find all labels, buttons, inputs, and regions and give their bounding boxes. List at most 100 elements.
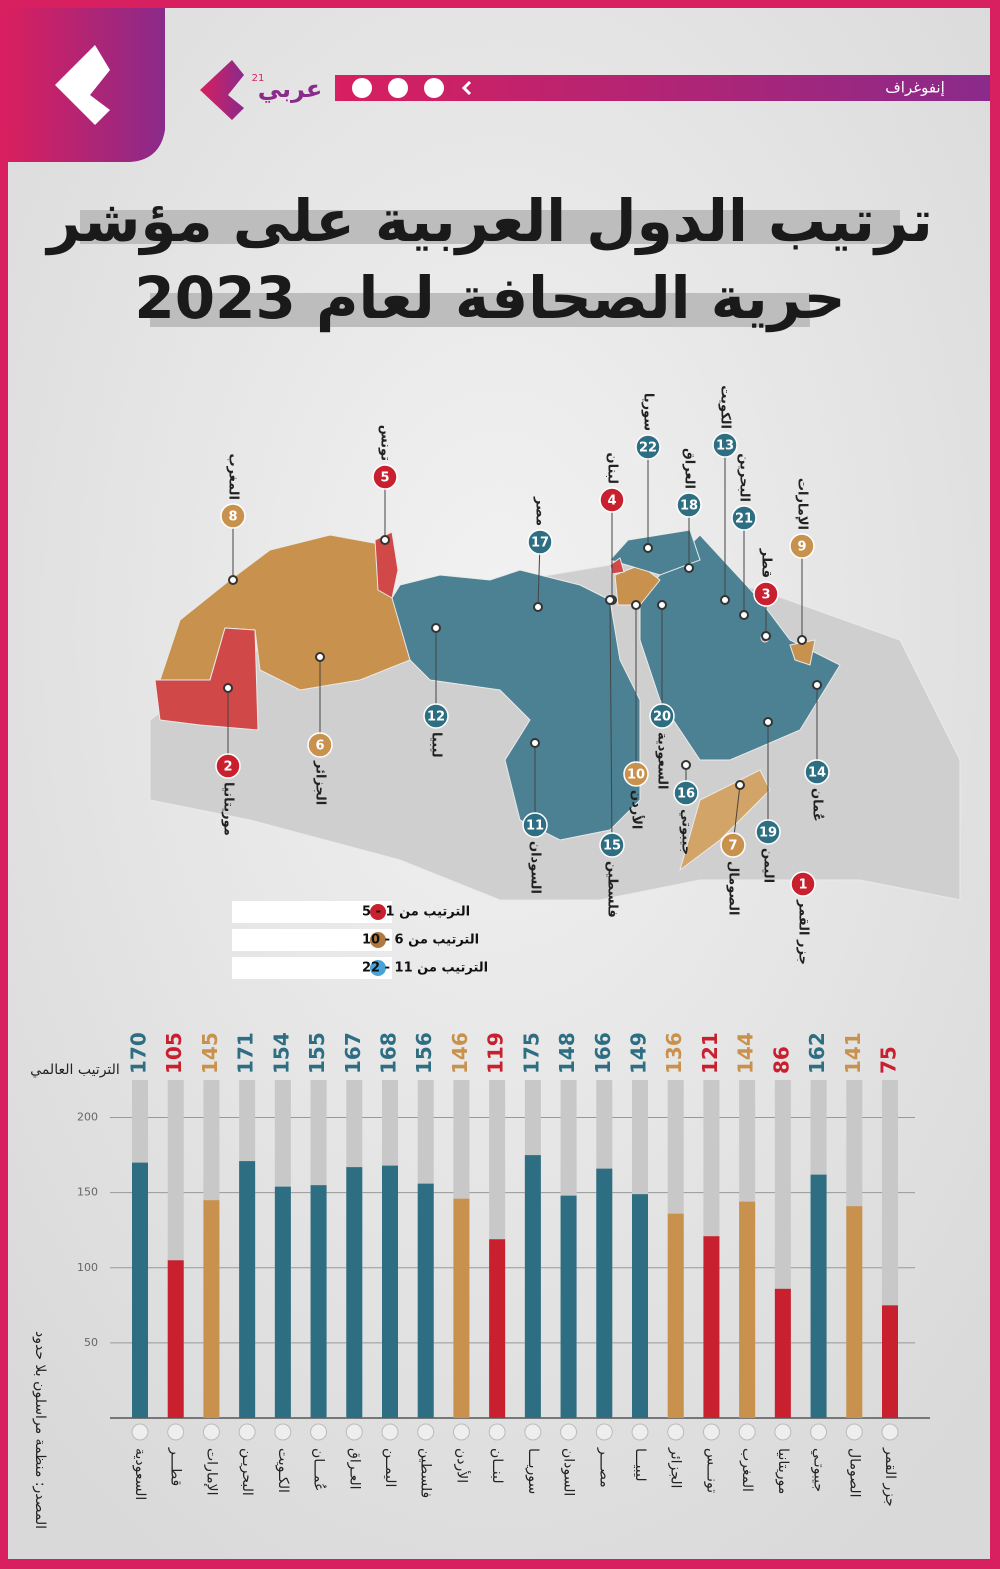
- bar: [167, 1260, 184, 1418]
- flag: [167, 1423, 185, 1441]
- y-tick-label: 50: [84, 1336, 98, 1349]
- flag: [381, 1423, 399, 1441]
- bar: [632, 1194, 648, 1418]
- x-tick-label: السعودية: [132, 1448, 148, 1500]
- brand-sup: 21: [252, 73, 265, 84]
- rank-badge: [731, 505, 757, 531]
- location-dot: [631, 600, 641, 610]
- bar: [739, 1201, 756, 1418]
- rank-badge: [423, 703, 449, 729]
- rank-number: 7: [728, 839, 737, 854]
- bar: [774, 1288, 791, 1418]
- country-name: المغرب: [226, 453, 241, 500]
- value-label: 154: [269, 1032, 293, 1074]
- flag: [667, 1423, 685, 1441]
- x-tick-label: المغرب: [739, 1448, 755, 1492]
- rank-badge: [753, 581, 779, 607]
- rank-number: 21: [735, 512, 753, 527]
- x-tick-label: موريتانيا: [775, 1448, 791, 1494]
- flag: [310, 1423, 328, 1441]
- location-dot: [761, 631, 771, 641]
- map: [149, 529, 961, 901]
- rank-number: 4: [607, 494, 616, 509]
- rank-number: 20: [653, 710, 671, 725]
- flag: [488, 1423, 506, 1441]
- bar: [382, 1165, 398, 1418]
- flag: [274, 1423, 292, 1441]
- country-name: قطر: [759, 548, 774, 578]
- value-label: 167: [341, 1032, 365, 1074]
- country-name: الإمارات: [795, 478, 810, 530]
- bar: [596, 1168, 613, 1418]
- bar-chart: 50 100 150 200 170 السعودية 105 قطـــر 145 الإمار…: [77, 1032, 930, 1507]
- country-name: موريتانيا: [221, 782, 236, 836]
- rank-number: 8: [228, 510, 237, 525]
- x-tick-label: البحريـن: [239, 1448, 255, 1496]
- rank-badge: [635, 434, 661, 460]
- x-tick-label: جزر القمر: [882, 1447, 898, 1507]
- source: المصدر: منظمة مراسلون بلا حدود: [32, 1331, 48, 1529]
- bar: [132, 1162, 148, 1418]
- x-tick-label: سوريـــا: [525, 1448, 541, 1494]
- x-tick-label: الأردن: [453, 1448, 471, 1483]
- value-label: 171: [234, 1032, 258, 1074]
- rank-badge: [220, 503, 246, 529]
- value-label: 121: [698, 1032, 722, 1074]
- bar: [274, 1186, 291, 1418]
- rank-badge: [804, 759, 830, 785]
- corner-logo: [55, 45, 110, 125]
- legend: الترتيب من 1 - 5 الترتيب من 6 - 10 الترتيب…: [232, 901, 488, 979]
- x-tick-label: الكـويت: [275, 1448, 291, 1493]
- location-dot: [720, 595, 730, 605]
- rank-badge: [676, 492, 702, 518]
- x-tick-label: تونـــس: [703, 1448, 719, 1493]
- rank-badge: [755, 819, 781, 845]
- title-highlight: [150, 293, 810, 327]
- country-name: لبنان: [605, 453, 620, 484]
- bar: [203, 1200, 220, 1418]
- value-label: 146: [448, 1032, 472, 1074]
- value-label: 175: [519, 1032, 543, 1074]
- x-tick-label: الصومال: [846, 1448, 862, 1497]
- value-label: 75: [877, 1046, 901, 1074]
- country-name: البحرين: [737, 453, 752, 502]
- value-label: 86: [769, 1046, 793, 1074]
- rank-badge: [623, 761, 649, 787]
- location-dot: [315, 652, 325, 662]
- legend-swatch: [370, 960, 386, 976]
- title-line: حرية الصحافة لعام 2023: [134, 264, 845, 333]
- title-highlight: [80, 210, 900, 244]
- x-tick-label: السودان: [561, 1448, 577, 1496]
- flag: [131, 1423, 149, 1441]
- value-label: 149: [627, 1032, 651, 1074]
- location-dot: [228, 575, 238, 585]
- header-bar: [335, 75, 990, 101]
- value-label: 105: [162, 1032, 186, 1074]
- rank-number: 13: [716, 439, 734, 454]
- country-name: ليبيا: [429, 732, 444, 758]
- rank-badge: [599, 487, 625, 513]
- rank-number: 6: [315, 739, 324, 754]
- rank-number: 14: [808, 766, 826, 781]
- rank-number: 3: [761, 588, 770, 603]
- country-name: سوريا: [641, 393, 656, 431]
- rank-number: 10: [627, 768, 645, 783]
- rank-number: 15: [603, 839, 621, 854]
- rank-number: 12: [427, 710, 445, 725]
- bar: [810, 1174, 827, 1418]
- rank-number: 19: [759, 826, 777, 841]
- rank-badge: [673, 780, 699, 806]
- value-label: 119: [484, 1032, 508, 1074]
- flag: [560, 1423, 578, 1441]
- location-dot: [735, 780, 745, 790]
- bar: [846, 1206, 863, 1418]
- rank-number: 18: [680, 499, 698, 514]
- location-dot: [684, 563, 694, 573]
- flag: [417, 1423, 435, 1441]
- location-dot: [739, 610, 749, 620]
- bar: [453, 1198, 470, 1418]
- rank-badge: [527, 529, 553, 555]
- rank-number: 16: [677, 787, 695, 802]
- rank-badge: [649, 703, 675, 729]
